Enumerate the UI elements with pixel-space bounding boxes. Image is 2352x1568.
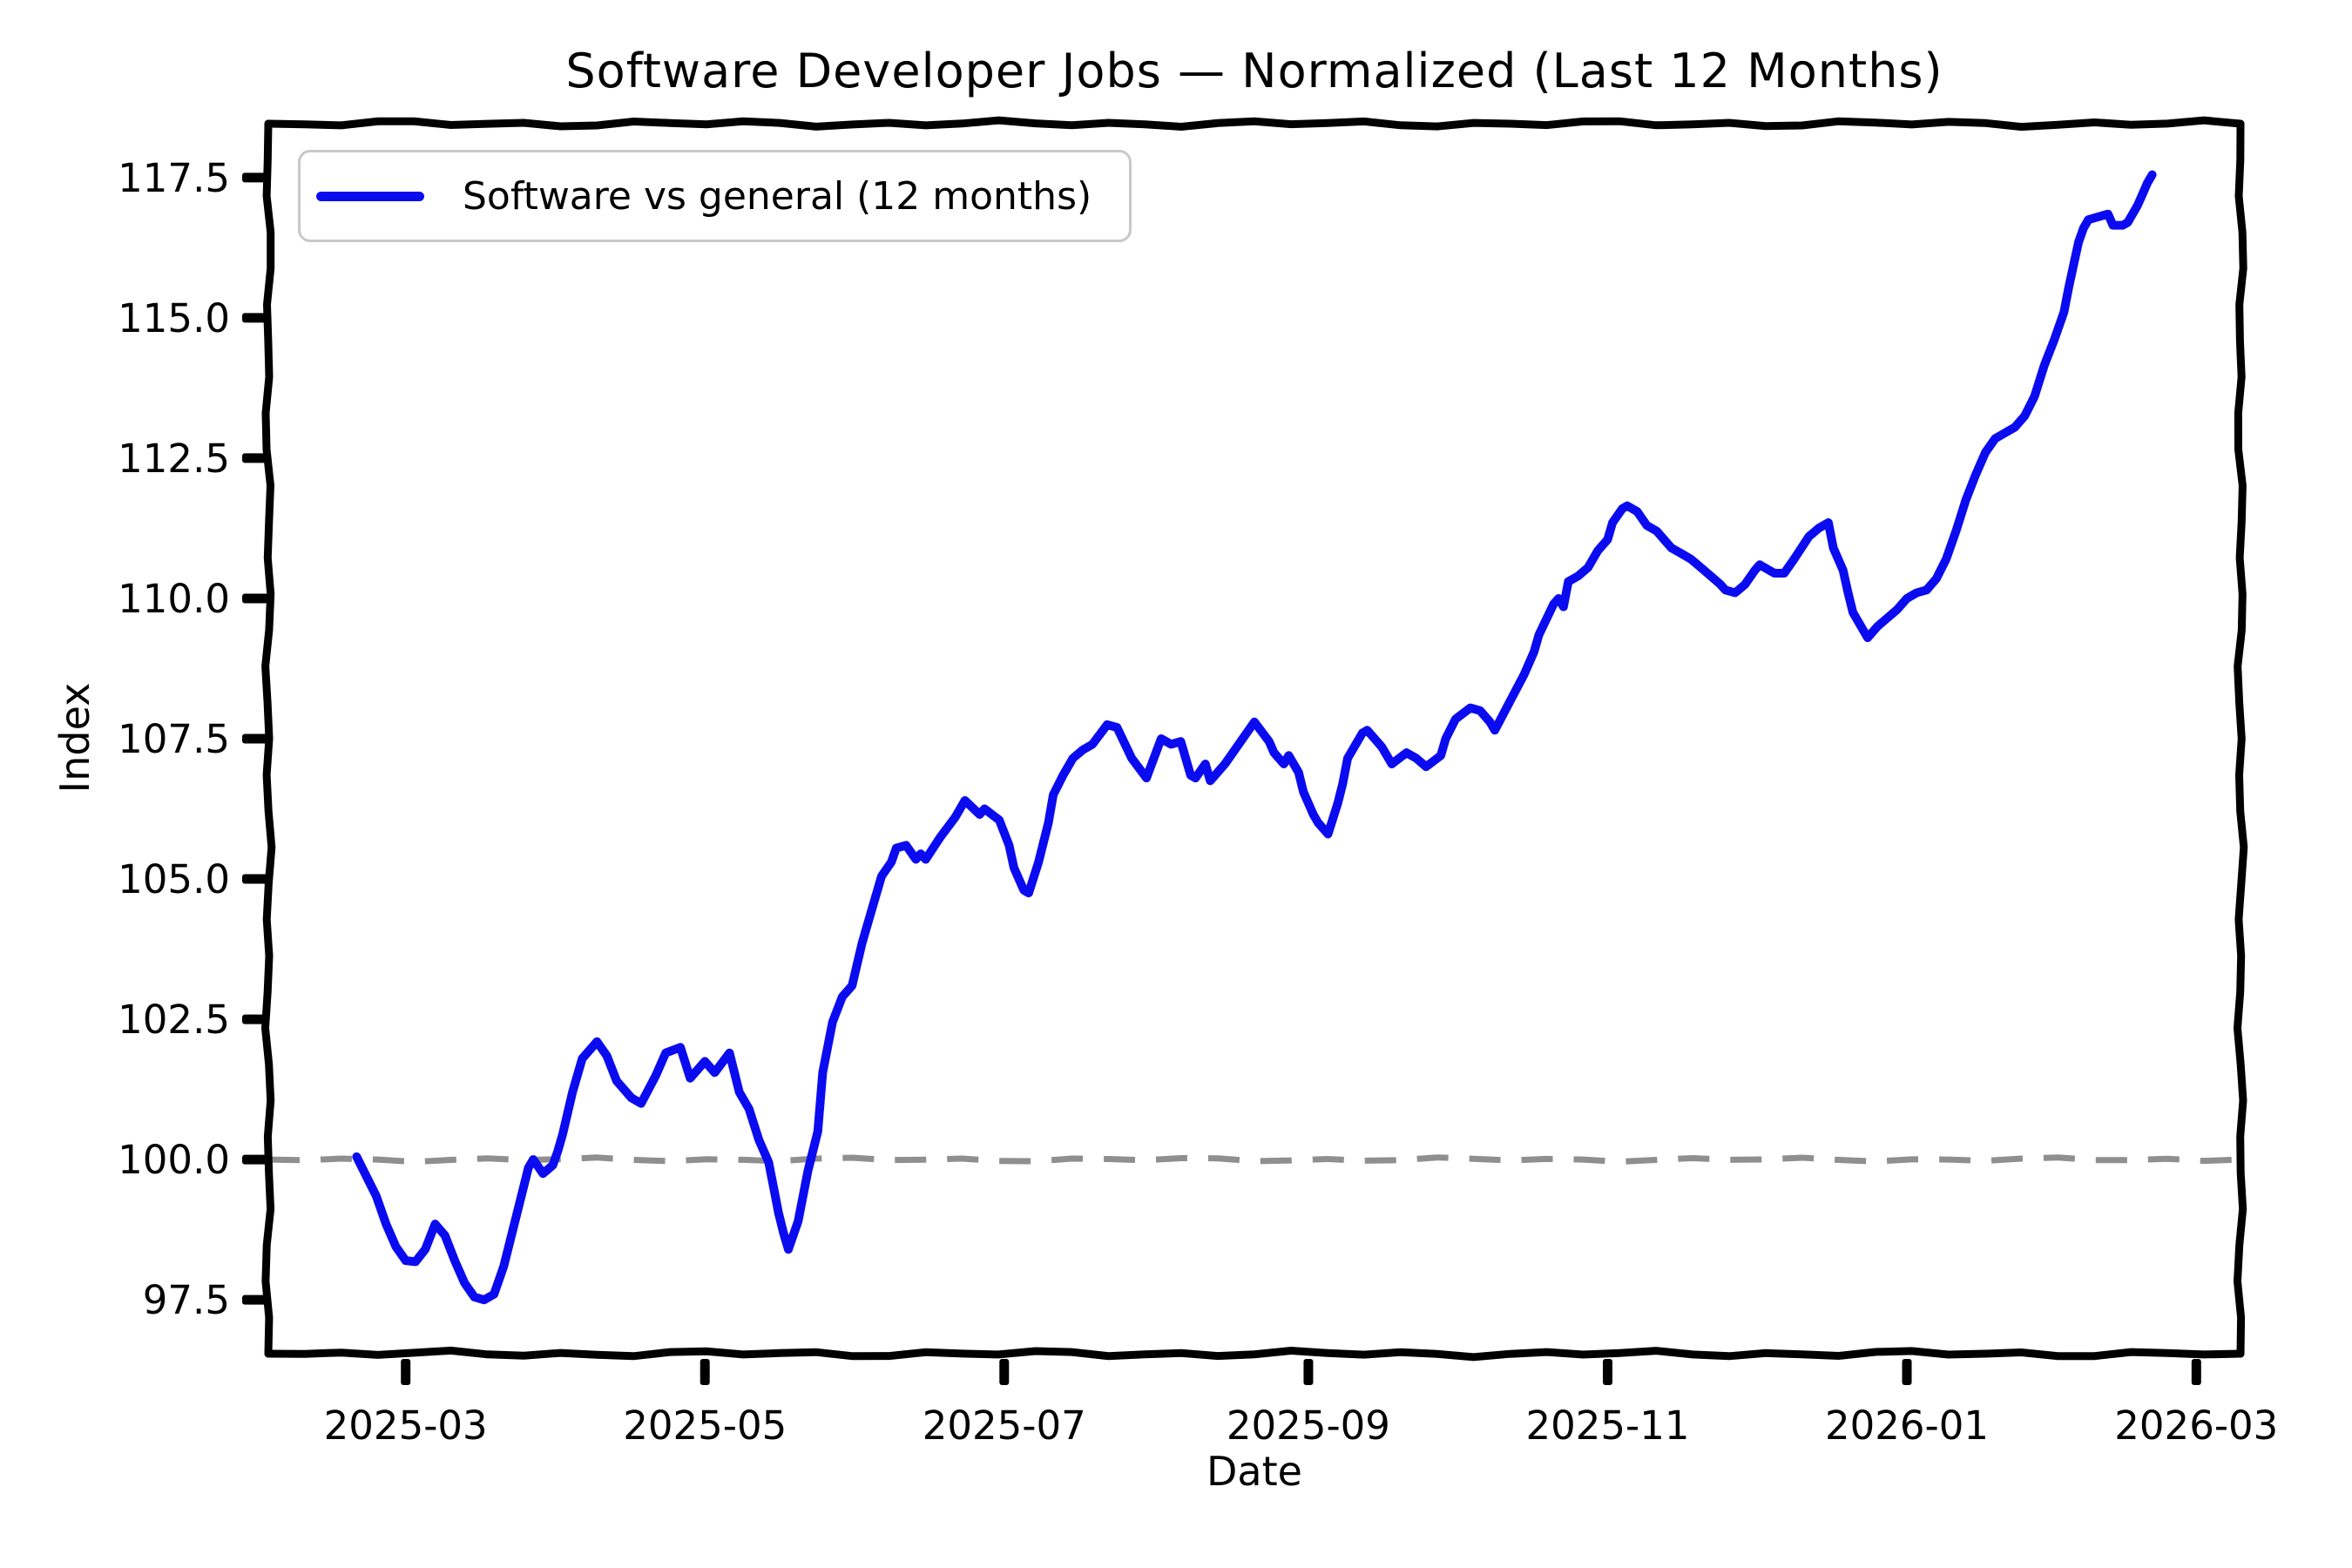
y-tick	[242, 874, 268, 884]
chart-title: Software Developer Jobs — Normalized (La…	[565, 44, 1943, 98]
x-tick-label: 2026-03	[2114, 1402, 2278, 1449]
legend: Software vs general (12 months)	[298, 150, 1132, 242]
axis-left	[260, 119, 276, 1358]
y-tick-label: 110.0	[118, 576, 230, 622]
legend-entry-label: Software vs general (12 months)	[463, 173, 1092, 219]
x-tick	[1602, 1359, 1612, 1385]
y-tick-label: 115.0	[118, 295, 230, 341]
axis-top	[264, 116, 2245, 132]
y-tick-label: 97.5	[143, 1277, 230, 1323]
y-tick-label: 107.5	[118, 716, 230, 762]
x-tick-label: 2025-11	[1525, 1402, 1689, 1449]
x-tick	[401, 1359, 411, 1385]
y-tick	[242, 733, 268, 744]
y-tick	[242, 593, 268, 604]
y-tick-label: 105.0	[118, 856, 230, 902]
y-tick	[242, 1294, 268, 1305]
x-tick-label: 2026-01	[1825, 1402, 1989, 1449]
x-tick	[1303, 1359, 1314, 1385]
y-tick-label: 112.5	[118, 436, 230, 482]
x-tick-label: 2025-09	[1227, 1402, 1390, 1449]
baseline-100	[267, 1154, 2241, 1166]
x-axis-label: Date	[1206, 1448, 1302, 1495]
x-tick	[700, 1359, 710, 1385]
y-tick	[242, 313, 268, 323]
y-tick	[242, 453, 268, 463]
series-line	[352, 170, 2157, 1305]
x-tick-label: 2025-05	[623, 1402, 787, 1449]
axis-right	[2233, 119, 2248, 1358]
y-tick	[242, 1014, 268, 1024]
legend-line-swatch-icon	[316, 191, 424, 201]
y-tick-label: 100.0	[118, 1137, 230, 1183]
x-tick	[2191, 1359, 2201, 1385]
y-axis-label: Index	[51, 682, 98, 794]
x-tick	[1902, 1359, 1912, 1385]
y-tick	[242, 1154, 268, 1165]
x-tick-label: 2025-07	[923, 1402, 1086, 1449]
axis-bottom	[264, 1346, 2245, 1362]
y-tick	[242, 172, 268, 183]
y-tick-label: 117.5	[118, 155, 230, 201]
x-tick	[999, 1359, 1010, 1385]
y-tick-label: 102.5	[118, 997, 230, 1043]
x-tick-label: 2025-03	[324, 1402, 488, 1449]
